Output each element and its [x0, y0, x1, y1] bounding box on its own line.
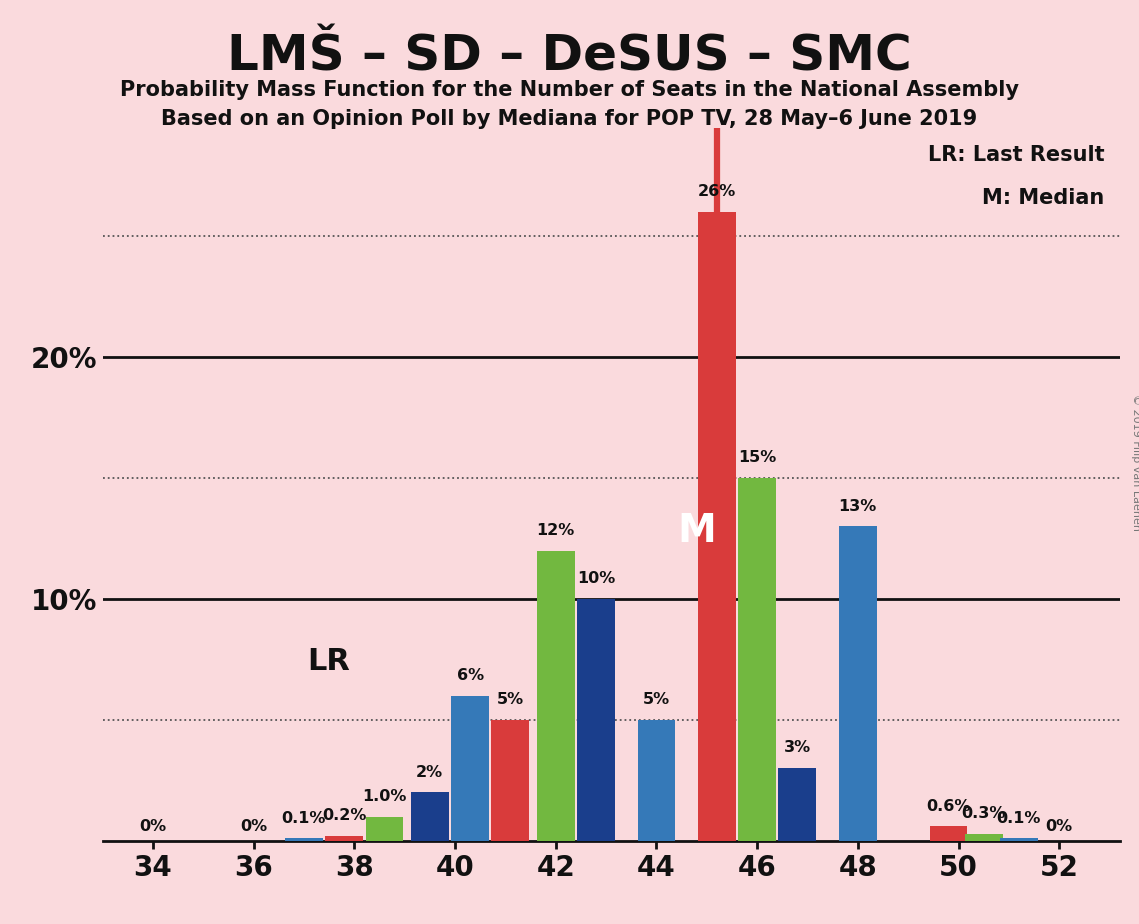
Text: 0.1%: 0.1% [997, 810, 1041, 826]
Bar [965, 833, 1002, 841]
Text: LMŠ – SD – DeSUS – SMC: LMŠ – SD – DeSUS – SMC [227, 32, 912, 80]
Bar [638, 720, 675, 841]
Text: Based on an Opinion Poll by Mediana for POP TV, 28 May–6 June 2019: Based on an Opinion Poll by Mediana for … [162, 109, 977, 129]
Text: 13%: 13% [838, 499, 877, 514]
Text: 5%: 5% [497, 692, 524, 707]
Bar [1000, 838, 1038, 841]
Bar [738, 478, 776, 841]
Text: M: Median: M: Median [982, 188, 1105, 208]
Text: 10%: 10% [576, 571, 615, 586]
Text: 12%: 12% [536, 523, 575, 538]
Bar [285, 838, 322, 841]
Bar [929, 826, 967, 841]
Text: 0%: 0% [1046, 819, 1073, 833]
Text: LR: Last Result: LR: Last Result [928, 145, 1105, 165]
Text: M: M [678, 512, 716, 551]
Bar [451, 696, 489, 841]
Text: 26%: 26% [698, 184, 736, 200]
Text: 0.6%: 0.6% [926, 798, 970, 813]
Text: 3%: 3% [784, 740, 811, 756]
Bar [536, 551, 574, 841]
Text: 0.3%: 0.3% [961, 806, 1006, 821]
Text: 0.2%: 0.2% [322, 808, 367, 823]
Text: 0.1%: 0.1% [281, 810, 326, 826]
Bar [698, 213, 736, 841]
Bar [778, 768, 817, 841]
Bar [411, 793, 449, 841]
Bar [839, 527, 877, 841]
Text: © 2019 Filip van Laenen: © 2019 Filip van Laenen [1131, 394, 1139, 530]
Text: 15%: 15% [738, 450, 776, 466]
Bar [366, 817, 403, 841]
Bar [492, 720, 530, 841]
Text: 0%: 0% [139, 819, 166, 833]
Text: LR: LR [308, 648, 351, 676]
Text: 0%: 0% [240, 819, 268, 833]
Text: 5%: 5% [642, 692, 670, 707]
Bar [326, 836, 363, 841]
Text: Probability Mass Function for the Number of Seats in the National Assembly: Probability Mass Function for the Number… [120, 80, 1019, 101]
Text: 6%: 6% [457, 668, 484, 683]
Bar [577, 599, 615, 841]
Text: 1.0%: 1.0% [362, 789, 407, 804]
Text: 2%: 2% [416, 765, 443, 780]
